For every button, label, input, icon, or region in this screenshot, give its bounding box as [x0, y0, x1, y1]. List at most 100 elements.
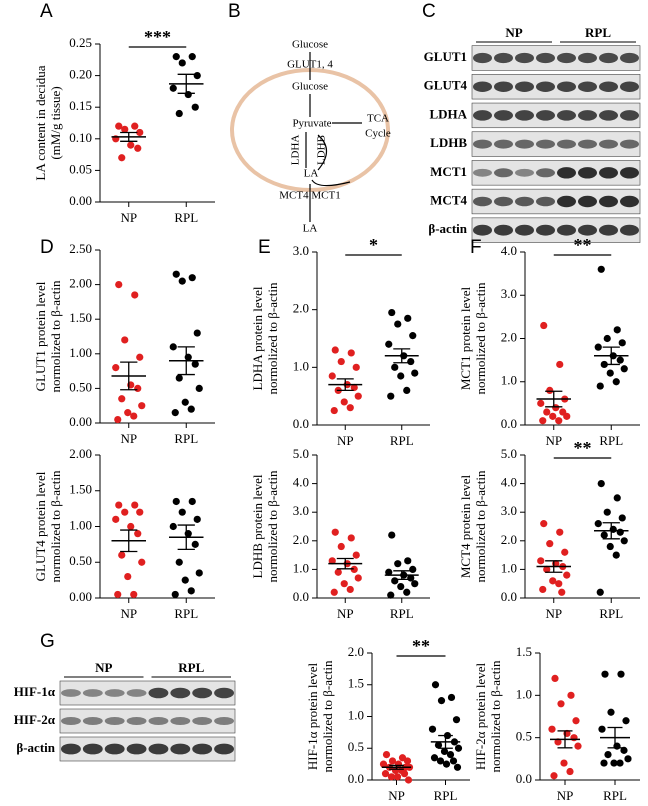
significance: ** — [412, 636, 430, 656]
data-point — [124, 409, 132, 417]
blot-row-label: LDHA — [429, 106, 467, 121]
data-point — [604, 751, 612, 759]
x-tick-label: NP — [545, 433, 562, 448]
data-point — [175, 558, 183, 566]
data-point — [610, 759, 618, 767]
data-point — [334, 568, 342, 576]
diagram-label: Pyruvate — [292, 118, 331, 130]
data-point — [624, 755, 632, 763]
y-tick-label: 0.10 — [69, 130, 92, 145]
y-tick-label: 1.0 — [348, 707, 364, 722]
data-point — [620, 746, 628, 754]
y-tick-label: 2.00 — [69, 446, 92, 461]
blot-band — [557, 81, 576, 92]
blot-band — [536, 139, 555, 149]
blot-band — [192, 743, 213, 755]
data-point — [171, 590, 179, 599]
blot-band — [148, 687, 169, 699]
blot-band — [494, 110, 513, 121]
x-tick-label: RPL — [599, 433, 623, 448]
x-tick-label: RPL — [174, 210, 198, 225]
y-axis-label: normolized to β-actin — [473, 282, 488, 395]
data-point — [397, 582, 405, 591]
data-point — [407, 357, 415, 366]
blot-band — [82, 716, 103, 726]
y-tick-label: 1.50 — [69, 310, 92, 325]
data-point — [352, 551, 360, 559]
y-tick-label: 0.00 — [69, 414, 92, 429]
y-tick-label: 2.0 — [348, 644, 364, 659]
y-axis-label: normolized to β-actin — [320, 660, 335, 773]
data-point — [193, 329, 201, 337]
x-tick-label: NP — [120, 210, 137, 225]
data-point — [446, 751, 455, 759]
data-point — [171, 409, 179, 417]
blot-band — [170, 716, 191, 726]
data-point — [404, 776, 413, 784]
data-point — [178, 277, 186, 285]
y-tick-label: 1.0 — [293, 358, 309, 373]
y-axis-label: HIF-2α protein level — [473, 663, 488, 771]
data-point — [618, 514, 626, 522]
data-point — [350, 565, 358, 574]
data-point — [403, 386, 411, 394]
data-point — [613, 326, 621, 334]
panel-letter: E — [258, 237, 271, 258]
y-axis-label: normolized to β-actin — [48, 280, 63, 393]
data-point — [136, 508, 144, 516]
blot-band — [620, 224, 639, 236]
blot-row-label: GLUT4 — [424, 78, 468, 93]
data-point — [354, 574, 362, 582]
y-axis-label: LA content in decidua — [33, 65, 48, 180]
data-point — [388, 308, 396, 317]
data-point — [570, 734, 578, 742]
blot-band — [473, 81, 492, 92]
y-tick-label: 2.0 — [293, 301, 309, 316]
y-tick-label: 4.0 — [501, 475, 517, 490]
diagram-label: LA — [304, 168, 319, 180]
blot-row-label: β-actin — [428, 221, 467, 236]
data-point — [616, 759, 624, 767]
diagram-label: TCA — [367, 113, 389, 125]
data-point — [550, 772, 558, 780]
data-point — [561, 548, 569, 556]
blot-band — [494, 81, 513, 92]
y-tick-label: 0.0 — [348, 771, 364, 786]
blot-band — [148, 743, 169, 755]
data-point — [136, 128, 144, 137]
data-point — [337, 357, 345, 366]
blot-band — [557, 110, 576, 121]
data-point — [169, 84, 177, 92]
data-point — [347, 349, 355, 357]
y-tick-label: 1.0 — [516, 686, 532, 701]
blot-band — [536, 110, 555, 121]
data-point — [379, 760, 388, 768]
y-tick-label: 1.50 — [69, 482, 92, 497]
data-point — [331, 346, 339, 354]
data-point — [566, 767, 574, 776]
data-point — [115, 281, 123, 289]
data-point — [191, 103, 199, 111]
blot-band — [536, 81, 555, 92]
blot-strip — [59, 708, 236, 734]
diagram-label: Glucose — [292, 81, 328, 93]
data-point — [567, 691, 575, 699]
data-point — [172, 497, 180, 506]
y-tick-label: 2.0 — [501, 532, 517, 547]
x-tick-label: RPL — [603, 788, 627, 803]
data-point — [387, 392, 395, 400]
x-tick-label: NP — [120, 606, 137, 621]
y-tick-label: 1.00 — [69, 345, 92, 360]
data-point — [131, 122, 139, 130]
blot-band — [599, 139, 618, 149]
data-point — [616, 356, 624, 364]
blot-band — [557, 167, 576, 179]
data-point — [449, 757, 458, 765]
y-tick-label: 0.50 — [69, 379, 92, 394]
data-point — [447, 693, 456, 702]
data-point — [178, 59, 186, 67]
data-point — [546, 386, 554, 394]
data-point — [188, 274, 196, 282]
diagram-label: GLUT1, 4 — [287, 59, 333, 71]
data-point — [134, 384, 142, 392]
